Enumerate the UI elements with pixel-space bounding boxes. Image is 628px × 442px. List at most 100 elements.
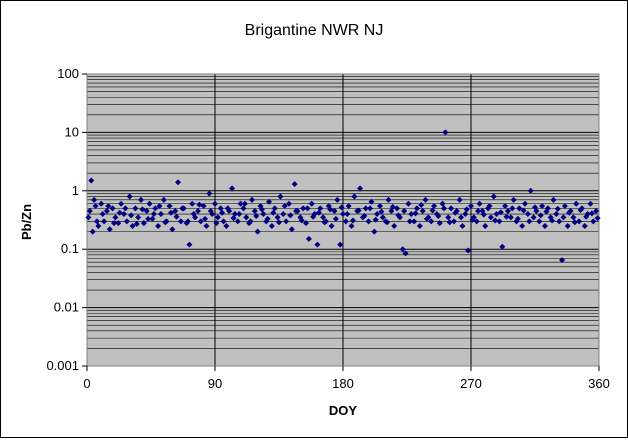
data-point [482,222,489,229]
data-point [507,214,514,221]
data-point [476,200,483,207]
y-tick-label: 1 [72,183,79,198]
data-point [418,202,425,209]
data-point [405,200,412,207]
data-point [573,200,580,207]
data-point [89,228,96,235]
data-point [499,243,506,250]
data-point [566,209,573,216]
data-point [138,196,145,203]
data-point [334,196,341,203]
data-point [502,202,509,209]
data-point [251,208,258,215]
data-point [372,216,379,223]
data-point [493,211,500,218]
data-point [520,207,527,214]
data-point [213,220,220,227]
data-point [522,200,529,207]
data-point [524,211,531,218]
data-point [86,208,93,215]
x-tick-label: 0 [83,376,90,391]
data-point [152,205,159,212]
data-point [155,222,162,229]
data-point [516,205,523,212]
data-point [351,193,358,200]
data-point [308,200,315,207]
x-tick-label: 360 [588,376,610,391]
data-point [132,205,139,212]
data-point [120,211,127,218]
data-point [332,215,339,222]
data-point [423,215,430,222]
data-point [532,204,538,211]
data-point [559,257,566,264]
data-point [243,214,250,221]
data-point [384,219,391,226]
data-point [446,219,453,226]
data-point [436,220,443,227]
data-point [514,215,521,222]
data-point [361,213,368,220]
data-point [157,211,164,218]
data-point [240,205,247,212]
data-point [428,218,435,225]
data-point [440,205,447,212]
data-point [274,214,281,221]
data-point [189,200,196,207]
data-point [194,208,201,215]
data-point [280,211,287,218]
data-point [101,218,108,225]
data-point [469,216,476,223]
data-point [458,214,465,221]
data-point [553,211,560,218]
data-point [448,205,455,212]
data-point [411,218,418,225]
data-point [248,196,255,203]
data-point [212,200,218,207]
data-point [480,211,487,218]
data-point [92,202,99,209]
data-point [571,219,578,226]
data-point [300,205,307,212]
data-point [85,214,92,221]
data-point [492,217,499,224]
data-point [230,215,237,222]
data-point [391,222,398,229]
data-point [128,212,135,219]
data-point [220,218,227,225]
data-point [510,196,517,203]
data-point [145,215,152,222]
data-point [103,208,110,215]
x-axis-label: DOY [329,403,358,418]
data-point [321,219,328,226]
data-point [554,205,561,212]
data-point [487,214,494,221]
data-point [371,228,378,235]
data-point [260,211,267,218]
data-point [550,196,557,203]
data-point [173,213,180,220]
data-point [406,218,413,225]
data-point [234,218,241,225]
data-point [315,209,322,216]
data-point [475,208,482,215]
data-point [365,218,372,225]
data-point [459,222,466,229]
data-point [465,247,472,254]
data-point [345,202,352,209]
data-point [88,177,95,184]
data-point [135,214,142,221]
data-point [266,198,273,205]
data-point [133,221,140,228]
data-point [291,181,298,188]
x-tick-label: 180 [332,376,354,391]
data-point [229,185,236,192]
data-point [445,214,452,221]
data-point [527,187,534,194]
data-point [270,209,277,216]
data-point [156,202,163,209]
data-point [175,179,182,186]
data-point [219,209,226,216]
data-point [379,214,386,221]
y-tick-label: 0.001 [46,358,79,373]
